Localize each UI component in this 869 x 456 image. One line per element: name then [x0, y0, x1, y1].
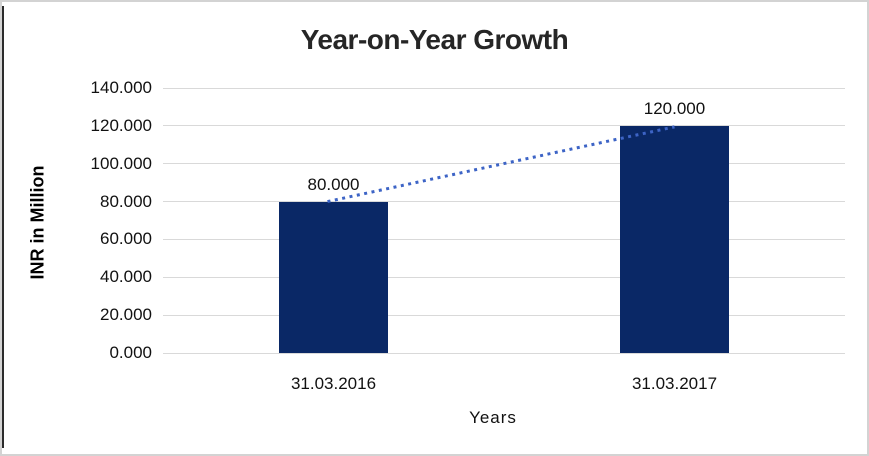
bar-data-label: 80.000 — [307, 174, 360, 194]
y-axis-tick-labels: 140.000 120.000 100.000 80.000 60.000 40.000 2… — [40, 78, 152, 362]
plot-area: 80.000 120.000 — [163, 87, 845, 354]
gridline — [163, 314, 845, 316]
y-tick-label: 100.000 — [90, 153, 152, 173]
x-tick-label: 31.03.2017 — [631, 374, 718, 393]
trendline — [327, 125, 675, 204]
y-tick-label: 40.000 — [100, 267, 152, 287]
x-axis-tick-labels: 31.03.2016 31.03.2017 — [163, 368, 845, 393]
y-tick-label: 0.000 — [109, 343, 152, 362]
gridline — [163, 201, 845, 203]
gridline — [163, 87, 845, 89]
bar-data-label: 120.000 — [643, 98, 706, 118]
gridline — [163, 352, 845, 354]
bar-31.03.2016 — [279, 201, 388, 353]
y-tick-label: 80.000 — [100, 191, 152, 211]
x-axis-title: Years — [469, 408, 517, 427]
y-tick-label: 140.000 — [90, 78, 152, 97]
y-tick-label: 60.000 — [100, 229, 152, 249]
y-tick-label: 20.000 — [100, 305, 152, 325]
gridline — [163, 276, 845, 278]
chart-title: Year-on-Year Growth — [300, 24, 569, 55]
x-tick-label: 31.03.2016 — [290, 374, 377, 393]
bar-31.03.2017 — [620, 125, 729, 353]
gridline — [163, 238, 845, 240]
gridline — [163, 125, 845, 127]
y-tick-label: 120.000 — [90, 115, 152, 135]
left-edge-line — [2, 6, 4, 448]
